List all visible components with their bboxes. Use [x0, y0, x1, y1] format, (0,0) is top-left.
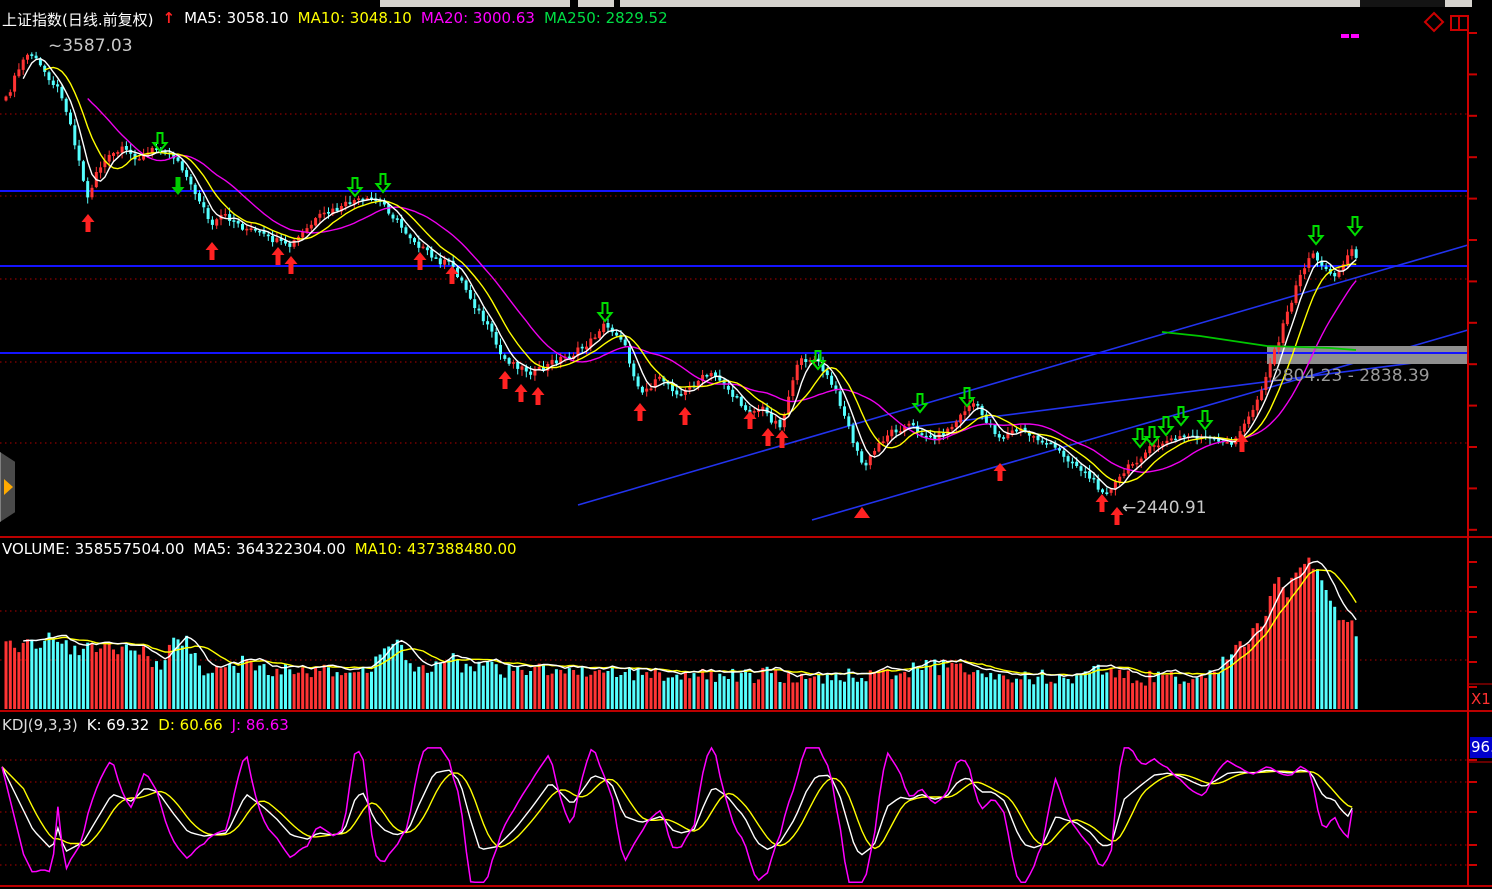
low-price-label: ←2440.91 — [1122, 498, 1207, 518]
expand-panel-tab[interactable] — [0, 452, 15, 522]
toolbar-edge-segment — [1445, 0, 1472, 7]
ma20-value: MA20: 3000.63 — [420, 9, 535, 27]
magenta-dash-icon[interactable] — [1341, 34, 1349, 38]
toolbar-icons-canvas — [1341, 11, 1469, 38]
volume-ma10-value: MA10: 437388480.00 — [354, 540, 517, 558]
toolbar-edge-segment — [620, 0, 1360, 7]
diamond-icon[interactable] — [1423, 11, 1445, 33]
volume-header: VOLUME: 358557504.00 MA5: 364322304.00 M… — [2, 540, 517, 558]
band-range-label: 2804.23 - 2838.39 — [1272, 366, 1430, 386]
volume-ma5-value: MA5: 364322304.00 — [193, 540, 346, 558]
kdj-j-value: J: 86.63 — [231, 716, 289, 734]
toolbar-edge-segment — [380, 0, 570, 7]
ma5-value: MA5: 3058.10 — [184, 9, 289, 27]
play-icon — [4, 479, 13, 495]
toolbar-edge-notch — [1360, 0, 1445, 7]
kdj-header: KDJ(9,3,3) K: 69.32 D: 60.66 J: 86.63 — [2, 716, 289, 734]
window-top-edge — [0, 0, 1492, 7]
ma10-value: MA10: 3048.10 — [297, 9, 412, 27]
toolbar-edge-segment — [578, 0, 614, 7]
kdj-k-value: K: 69.32 — [86, 716, 150, 734]
ma250-value: MA250: 2829.52 — [543, 9, 668, 27]
magenta-dash-icon[interactable] — [1351, 34, 1359, 38]
symbol-title: 上证指数(日线.前复权) — [2, 11, 154, 29]
kdj-d-value: D: 60.66 — [158, 716, 223, 734]
up-arrow-icon: ↑ — [162, 9, 176, 27]
kdj-name: KDJ(9,3,3) — [2, 716, 78, 734]
volume-value: VOLUME: 358557504.00 — [2, 540, 185, 558]
x-scale-label: X1 — [1471, 690, 1491, 708]
high-price-label: ~3587.03 — [48, 36, 133, 56]
kdj-value-badge: 96. — [1470, 737, 1492, 758]
main-chart-header: 上证指数(日线.前复权) ↑ MA5: 3058.10 MA10: 3048.1… — [2, 9, 668, 30]
chart-toolbar-icons — [1335, 10, 1475, 42]
